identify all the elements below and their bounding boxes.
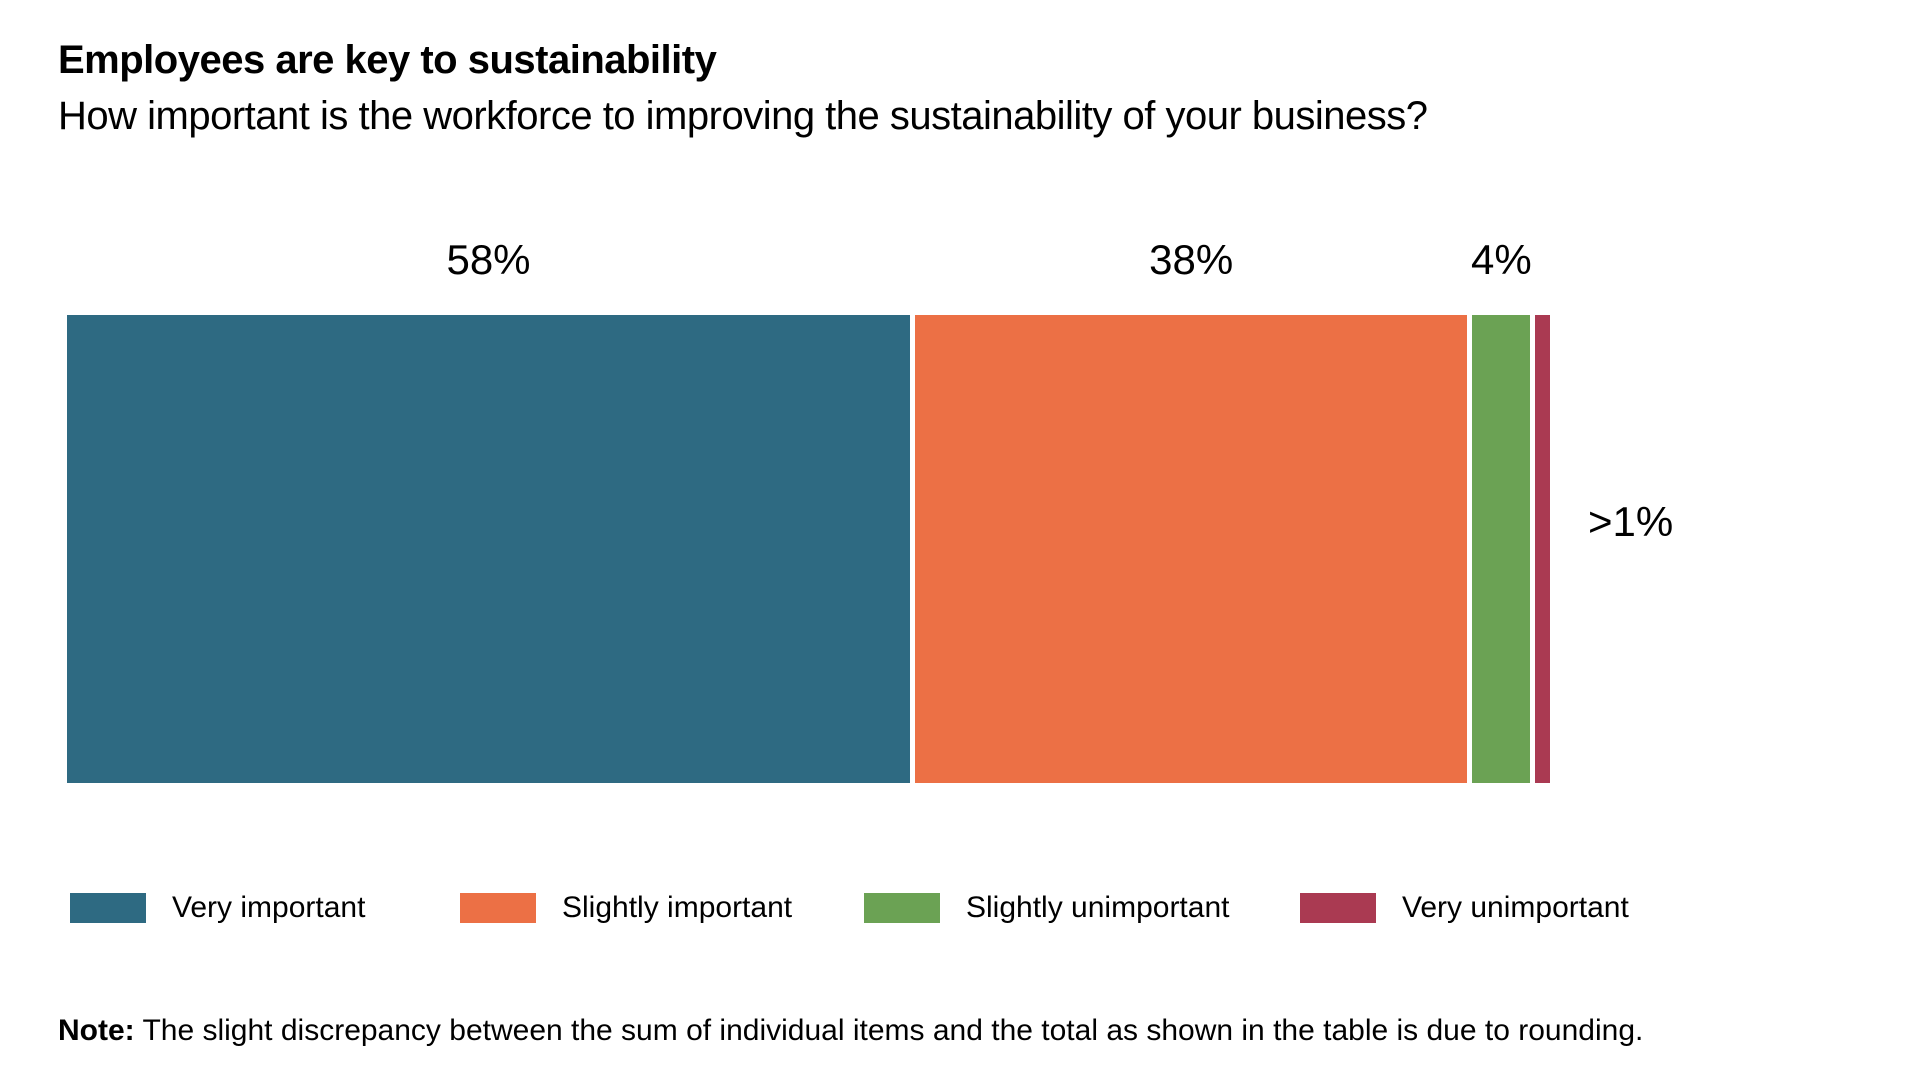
- segment-value-label-very-important: 58%: [446, 236, 531, 283]
- legend-swatch-slightly-unimportant: [864, 893, 940, 923]
- segment-value-label-very-unimportant: >1%: [1588, 498, 1674, 545]
- legend-label-very-important: Very important: [172, 891, 366, 924]
- bar-segment-very-unimportant: [1535, 315, 1550, 783]
- legend-label-slightly-unimportant: Slightly unimportant: [966, 891, 1230, 924]
- legend-swatch-very-important: [70, 893, 146, 923]
- legend-item-very-important: Very important: [70, 886, 365, 930]
- note: Note: The slight discrepancy between the…: [58, 1014, 1643, 1048]
- chart-subtitle: How important is the workforce to improv…: [58, 94, 1428, 138]
- chart-title: Employees are key to sustainability: [58, 38, 717, 82]
- legend-swatch-slightly-important: [460, 893, 536, 923]
- legend-swatch-very-unimportant: [1300, 893, 1376, 923]
- chart-header: Employees are key to sustainability How …: [58, 36, 1428, 140]
- bar-segment-very-important: [67, 315, 910, 783]
- segment-value-label-slightly-unimportant: 4%: [1471, 236, 1532, 283]
- note-text: The slight discrepancy between the sum o…: [134, 1014, 1644, 1047]
- legend-label-very-unimportant: Very unimportant: [1402, 891, 1629, 924]
- segment-value-label-slightly-important: 38%: [1149, 236, 1234, 283]
- bar-segment-slightly-important: [915, 315, 1468, 783]
- bar-segment-slightly-unimportant: [1472, 315, 1531, 783]
- legend-label-slightly-important: Slightly important: [562, 891, 793, 924]
- legend-item-slightly-unimportant: Slightly unimportant: [864, 886, 1229, 930]
- legend-item-very-unimportant: Very unimportant: [1300, 886, 1629, 930]
- legend-item-slightly-important: Slightly important: [460, 886, 792, 930]
- stacked-bar: [67, 315, 1550, 783]
- note-label: Note:: [58, 1014, 135, 1047]
